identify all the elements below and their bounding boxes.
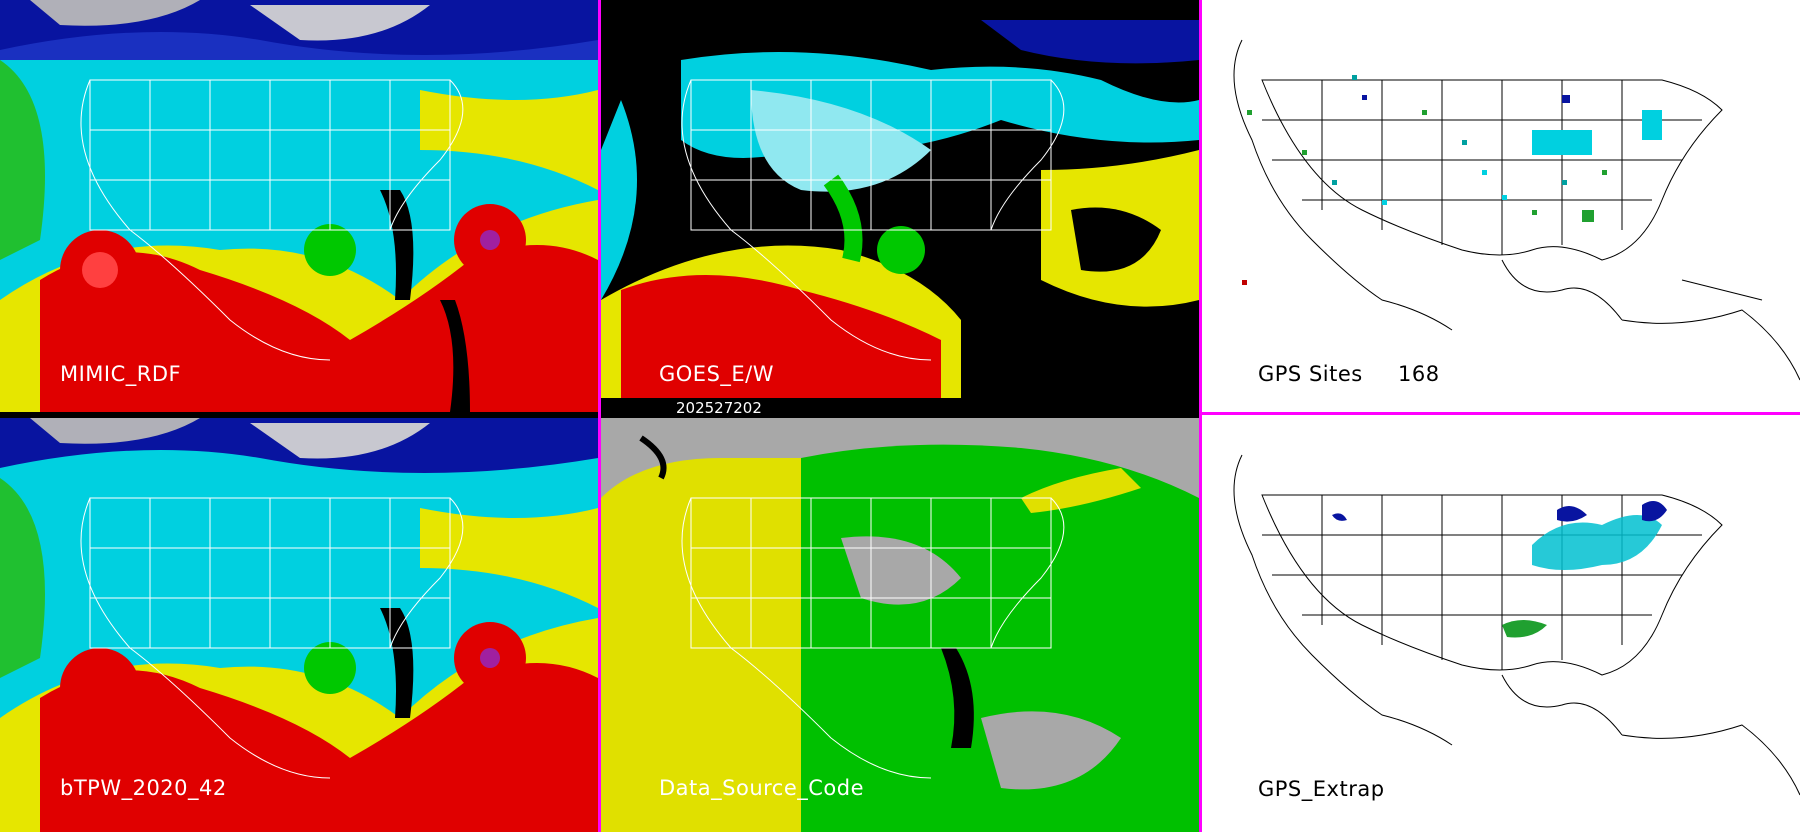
panel-gps-extrap: GPS_Extrap <box>1202 415 1800 832</box>
timestamp-bar: 202527202 <box>666 398 1224 418</box>
panel-goes-ew: GOES_E/W <box>601 0 1199 398</box>
tpw-map-goes <box>601 0 1199 398</box>
panel-label-data-source: Data_Source_Code <box>659 776 865 800</box>
data-source-map <box>601 418 1199 832</box>
gps-sites-map <box>1202 0 1800 412</box>
panel-label-btpw: bTPW_2020_42 <box>60 776 227 800</box>
panel-label-gps-sites: GPS Sites <box>1258 362 1363 386</box>
panel-label-goes: GOES_E/W <box>659 362 775 386</box>
horizontal-divider-right <box>1202 412 1800 415</box>
gps-site-count: 168 <box>1398 362 1440 386</box>
vertical-divider-right <box>1199 0 1202 832</box>
tpw-map-mimic <box>0 0 598 412</box>
gps-extrap-map <box>1202 415 1800 832</box>
panel-data-source: Data_Source_Code <box>601 418 1199 832</box>
tpw-map-btpw <box>0 418 598 832</box>
panel-btpw: bTPW_2020_42 <box>0 418 598 832</box>
panel-gps-sites: GPS Sites 168 <box>1202 0 1800 412</box>
panel-label-mimic: MIMIC_RDF <box>60 362 182 386</box>
vertical-divider-left <box>598 0 601 832</box>
panel-mimic-rdf: MIMIC_RDF <box>0 0 598 412</box>
panel-label-gps-extrap: GPS_Extrap <box>1258 777 1385 801</box>
